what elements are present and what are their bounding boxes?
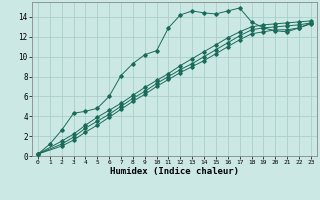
X-axis label: Humidex (Indice chaleur): Humidex (Indice chaleur) [110,167,239,176]
